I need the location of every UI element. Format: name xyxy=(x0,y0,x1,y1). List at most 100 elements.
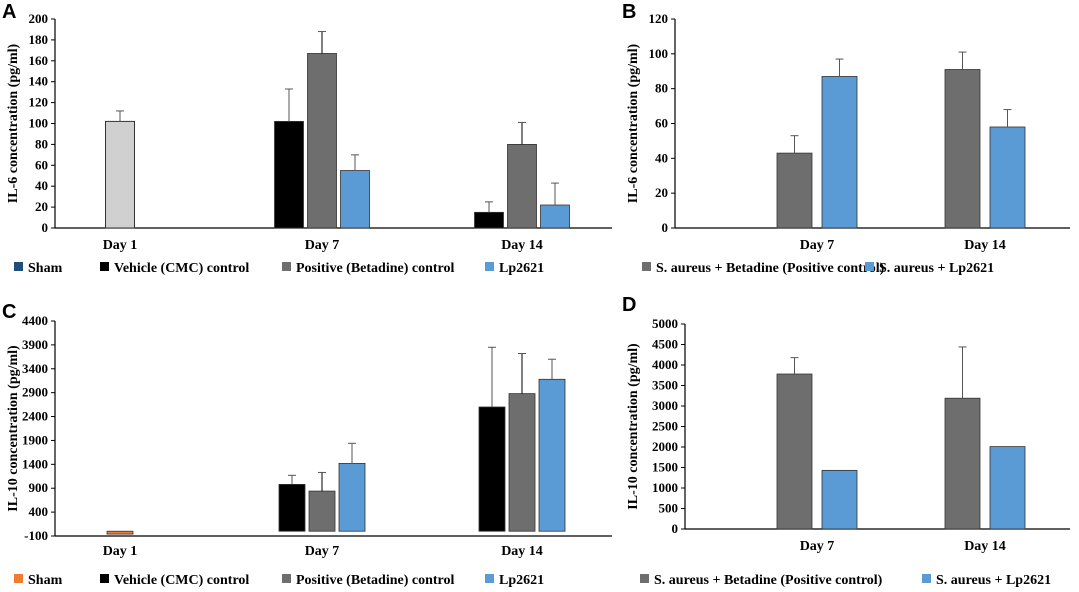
y-tick-label: 500 xyxy=(659,501,679,516)
y-tick-label: 40 xyxy=(655,150,668,165)
panel-letter-a: A xyxy=(2,1,16,23)
bar-sham-day-1 xyxy=(106,530,134,535)
y-tick-label: 2000 xyxy=(652,439,678,454)
y-axis-label: IL-10 concentration (pg/ml) xyxy=(6,345,21,512)
y-tick-label: 3900 xyxy=(22,337,48,352)
y-tick-label: 200 xyxy=(29,11,49,26)
bar-lp-day-14 xyxy=(540,204,570,229)
y-tick-label: 1400 xyxy=(22,456,48,471)
bar-positive-day-14 xyxy=(944,69,981,229)
bar-lp-day-7 xyxy=(338,462,366,532)
y-tick-label: 80 xyxy=(35,136,48,151)
legend-label-positive: S. aureus + Betadine (Positive control) xyxy=(656,261,885,276)
bar-positive-day-14 xyxy=(507,143,537,229)
y-tick-label: 60 xyxy=(655,116,668,131)
y-tick-label: 80 xyxy=(655,81,668,96)
y-tick-label: 0 xyxy=(672,521,679,536)
legend-swatch-sham xyxy=(14,574,23,583)
y-axis-label: IL-6 concentration (pg/ml) xyxy=(626,43,641,203)
bar-positive-day-14 xyxy=(944,397,981,530)
x-category-label: Day 1 xyxy=(103,238,138,253)
legend-swatch-lp xyxy=(865,262,874,271)
bar-lp-day-7 xyxy=(340,170,370,229)
x-category-label: Day 7 xyxy=(305,238,340,253)
legend-swatch-positive xyxy=(282,574,291,583)
bar-lp-day-14 xyxy=(538,378,566,532)
y-tick-label: 20 xyxy=(35,199,48,214)
legend-swatch-lp xyxy=(485,574,494,583)
x-category-label: Day 14 xyxy=(501,238,543,253)
y-tick-label: 5000 xyxy=(652,316,678,331)
bar-positive-day-7 xyxy=(308,490,336,532)
y-tick-label: 160 xyxy=(29,53,49,68)
legend-label-positive: Positive (Betadine) control xyxy=(296,573,454,588)
y-tick-label: 4500 xyxy=(652,337,678,352)
y-tick-label: 100 xyxy=(649,46,669,61)
bar-positive-day-7 xyxy=(776,152,813,229)
bar-lp-day-7 xyxy=(821,76,858,229)
legend-swatch-sham xyxy=(14,262,23,271)
y-tick-label: 40 xyxy=(35,178,48,193)
legend-label-vehicle: Vehicle (CMC) control xyxy=(114,261,249,276)
x-category-label: Day 14 xyxy=(964,238,1006,253)
bar-positive-day-7 xyxy=(776,373,813,530)
bar-vehicle-day-7 xyxy=(278,483,306,532)
y-tick-label: 2400 xyxy=(22,409,48,424)
chart-il6-groups: 0 20 40 60 80 100 120 140 160 180 200 IL-6 concentr… xyxy=(6,11,612,276)
y-tick-label: 20 xyxy=(655,185,668,200)
panel-letter-d: D xyxy=(622,294,636,316)
legend-swatch-vehicle xyxy=(100,262,109,271)
bar-vehicle-day-14 xyxy=(474,211,504,229)
y-tick-label: 180 xyxy=(29,32,49,47)
legend-label-positive: S. aureus + Betadine (Positive control) xyxy=(654,573,883,588)
y-tick-label: 1500 xyxy=(652,460,678,475)
y-tick-label: 120 xyxy=(649,11,669,26)
bar-sham-day-1 xyxy=(105,120,135,229)
legend-label-vehicle: Vehicle (CMC) control xyxy=(114,573,249,588)
y-tick-label: 1000 xyxy=(652,480,678,495)
y-tick-label: 1900 xyxy=(22,432,48,447)
y-tick-label: -100 xyxy=(24,528,48,543)
panel-letter-c: C xyxy=(2,301,16,323)
y-tick-label: 900 xyxy=(29,480,49,495)
chart-il6-infected: 0 20 40 60 80 100 120 IL-6 concentration (pg/ml… xyxy=(626,11,1070,276)
legend-label-sham: Sham xyxy=(28,573,63,588)
y-tick-label: 2900 xyxy=(22,385,48,400)
y-axis-label: IL-6 concentration (pg/ml) xyxy=(6,43,21,203)
y-tick-label: 140 xyxy=(29,74,49,89)
legend-swatch-positive xyxy=(640,574,649,583)
legend-label-lp: Lp2621 xyxy=(499,261,544,276)
y-tick-label: 2500 xyxy=(652,419,678,434)
y-tick-label: 4000 xyxy=(652,357,678,372)
y-tick-label: 3000 xyxy=(652,398,678,413)
chart-il10-infected: 0 500 1000 1500 2000 2500 3000 3500 4000 4500 5000… xyxy=(626,316,1070,588)
x-category-label: Day 14 xyxy=(964,539,1006,554)
x-category-label: Day 7 xyxy=(800,238,835,253)
bar-positive-day-14 xyxy=(508,393,536,532)
y-tick-label: 3400 xyxy=(22,361,48,376)
bar-vehicle-day-7 xyxy=(274,121,304,229)
panel-letter-b: B xyxy=(622,1,636,23)
y-tick-label: 0 xyxy=(42,220,49,235)
y-tick-label: 60 xyxy=(35,157,48,172)
legend-swatch-positive xyxy=(282,262,291,271)
y-tick-label: 4400 xyxy=(22,313,48,328)
legend-label-lp: S. aureus + Lp2621 xyxy=(936,573,1051,588)
x-category-label: Day 14 xyxy=(501,544,543,559)
legend-swatch-vehicle xyxy=(100,574,109,583)
y-tick-label: 100 xyxy=(29,116,49,131)
x-category-label: Day 7 xyxy=(800,539,835,554)
bar-vehicle-day-14 xyxy=(478,406,506,532)
legend-swatch-lp xyxy=(922,574,931,583)
legend-label-lp: S. aureus + Lp2621 xyxy=(879,261,994,276)
x-category-label: Day 1 xyxy=(103,544,138,559)
y-tick-label: 400 xyxy=(29,504,49,519)
legend-swatch-lp xyxy=(485,262,494,271)
x-category-label: Day 7 xyxy=(305,544,340,559)
legend-label-positive: Positive (Betadine) control xyxy=(296,261,454,276)
y-tick-label: 120 xyxy=(29,95,49,110)
legend-label-lp: Lp2621 xyxy=(499,573,544,588)
bar-positive-day-7 xyxy=(307,53,337,229)
y-tick-label: 3500 xyxy=(652,378,678,393)
